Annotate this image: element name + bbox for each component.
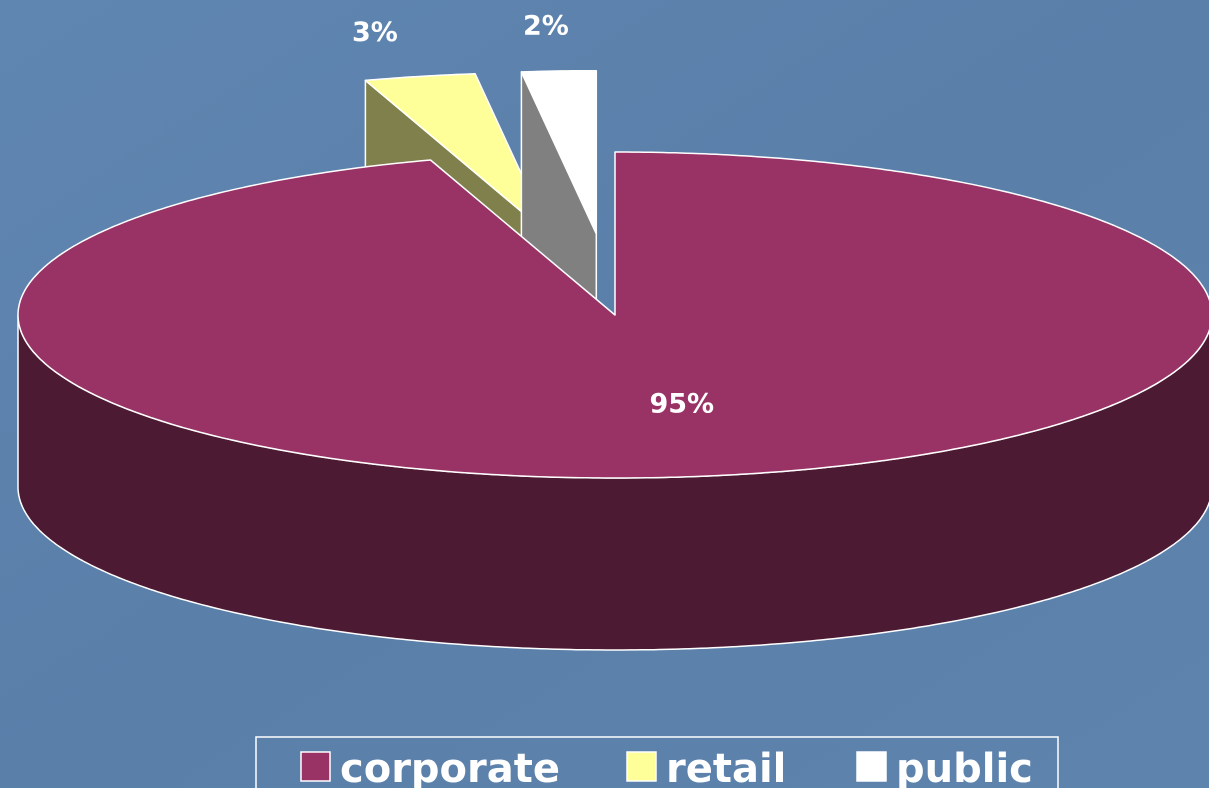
legend-swatch (626, 751, 657, 782)
slice (520, 69, 598, 235)
legend-label: public (896, 746, 1033, 788)
slice (364, 72, 551, 237)
legend-swatch (300, 751, 331, 782)
data-label: 95% (649, 389, 714, 420)
legend-swatch (856, 751, 887, 782)
legend: corporate retail public (255, 736, 1059, 788)
data-label: 3% (352, 17, 398, 48)
data-label: 2% (523, 10, 569, 41)
legend-box (255, 736, 1059, 788)
pie: 95% 3% 2% (17, 10, 1209, 651)
slice (17, 151, 1209, 479)
legend-label: corporate (340, 746, 560, 788)
legend-label: retail (666, 746, 786, 788)
